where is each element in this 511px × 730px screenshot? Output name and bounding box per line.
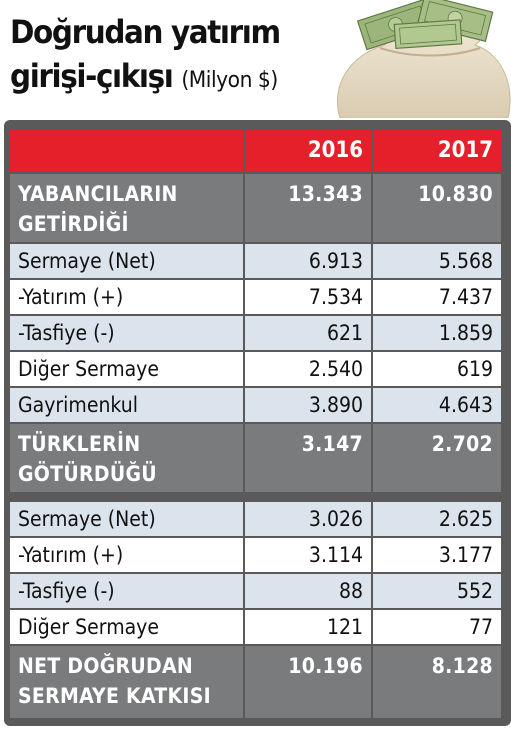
value-2016: 121 bbox=[245, 610, 371, 644]
value-2016: 2.540 bbox=[245, 352, 371, 386]
value-2016: 10.196 bbox=[245, 646, 371, 718]
value-2017: 1.859 bbox=[373, 316, 501, 350]
row-label: YABANCILARIN GETİRDİĞİ bbox=[10, 174, 243, 242]
money-bag-icon bbox=[336, 0, 511, 118]
table-row: Sermaye (Net) 6.913 5.568 bbox=[10, 244, 501, 278]
row-label-line-2: GÖTÜRDÜĞÜ bbox=[18, 462, 157, 486]
value-2016: 6.913 bbox=[245, 244, 371, 278]
table-section-row: YABANCILARIN GETİRDİĞİ 13.343 10.830 bbox=[10, 174, 501, 242]
value-2016: 3.890 bbox=[245, 388, 371, 422]
value-2017: 3.177 bbox=[373, 538, 501, 572]
value-2017: 5.568 bbox=[373, 244, 501, 278]
row-label-line-1: NET DOĞRUDAN bbox=[18, 654, 194, 678]
table-section-row: NET DOĞRUDAN SERMAYE KATKISI 10.196 8.128 bbox=[10, 646, 501, 718]
table-row: Diğer Sermaye 121 77 bbox=[10, 610, 501, 644]
table-row: -Tasfiye (-) 88 552 bbox=[10, 574, 501, 608]
value-2017: 2.702 bbox=[373, 424, 501, 492]
header-cell-2016: 2016 bbox=[245, 130, 371, 172]
table-section-row: TÜRKLERİN GÖTÜRDÜĞÜ 3.147 2.702 bbox=[10, 424, 501, 492]
row-label-line-1: TÜRKLERİN bbox=[18, 432, 141, 456]
value-2017: 4.643 bbox=[373, 388, 501, 422]
table-row: Gayrimenkul 3.890 4.643 bbox=[10, 388, 501, 422]
row-label: TÜRKLERİN GÖTÜRDÜĞÜ bbox=[10, 424, 243, 492]
value-2016: 88 bbox=[245, 574, 371, 608]
title-line-2: girişi-çıkışı (Milyon $) bbox=[10, 54, 280, 103]
value-2017: 8.128 bbox=[373, 646, 501, 718]
table-row: Sermaye (Net) 3.026 2.625 bbox=[10, 502, 501, 536]
header-cell-2017: 2017 bbox=[373, 130, 501, 172]
value-2016: 3.026 bbox=[245, 502, 371, 536]
value-2016: 621 bbox=[245, 316, 371, 350]
value-2016: 7.534 bbox=[245, 280, 371, 314]
row-label: -Tasfiye (-) bbox=[10, 316, 243, 350]
value-2017: 2.625 bbox=[373, 502, 501, 536]
value-2017: 7.437 bbox=[373, 280, 501, 314]
row-label: Gayrimenkul bbox=[10, 388, 243, 422]
table-header-row: 2016 2017 bbox=[10, 130, 501, 172]
row-label: NET DOĞRUDAN SERMAYE KATKISI bbox=[10, 646, 243, 718]
row-label: Diğer Sermaye bbox=[10, 610, 243, 644]
page-title: Doğrudan yatırım girişi-çıkışı (Milyon $… bbox=[10, 10, 281, 103]
value-2017: 552 bbox=[373, 574, 501, 608]
row-label: -Yatırım (+) bbox=[10, 538, 243, 572]
header-cell-label bbox=[10, 130, 243, 172]
table-row: -Yatırım (+) 3.114 3.177 bbox=[10, 538, 501, 572]
header: Doğrudan yatırım girişi-çıkışı (Milyon $… bbox=[0, 0, 511, 118]
value-2017: 10.830 bbox=[373, 174, 501, 242]
row-label-line-2: GETİRDİĞİ bbox=[18, 212, 129, 236]
value-2017: 619 bbox=[373, 352, 501, 386]
table-row: Diğer Sermaye 2.540 619 bbox=[10, 352, 501, 386]
table-row: -Yatırım (+) 7.534 7.437 bbox=[10, 280, 501, 314]
row-label: Sermaye (Net) bbox=[10, 502, 243, 536]
row-label-line-1: YABANCILARIN bbox=[18, 182, 178, 206]
title-line-1: Doğrudan yatırım bbox=[10, 13, 281, 51]
value-2016: 13.343 bbox=[245, 174, 371, 242]
row-label: Sermaye (Net) bbox=[10, 244, 243, 278]
row-label: Diğer Sermaye bbox=[10, 352, 243, 386]
table-row: -Tasfiye (-) 621 1.859 bbox=[10, 316, 501, 350]
value-2017: 77 bbox=[373, 610, 501, 644]
value-2016: 3.147 bbox=[245, 424, 371, 492]
row-label: -Yatırım (+) bbox=[10, 280, 243, 314]
row-label-line-2: SERMAYE KATKISI bbox=[18, 684, 211, 708]
value-2016: 3.114 bbox=[245, 538, 371, 572]
unit-label: (Milyon $) bbox=[181, 68, 278, 93]
investment-table: 2016 2017 YABANCILARIN GETİRDİĞİ 13.343 1… bbox=[4, 120, 511, 726]
title-line-2-text: girişi-çıkışı bbox=[10, 57, 174, 95]
row-label: -Tasfiye (-) bbox=[10, 574, 243, 608]
